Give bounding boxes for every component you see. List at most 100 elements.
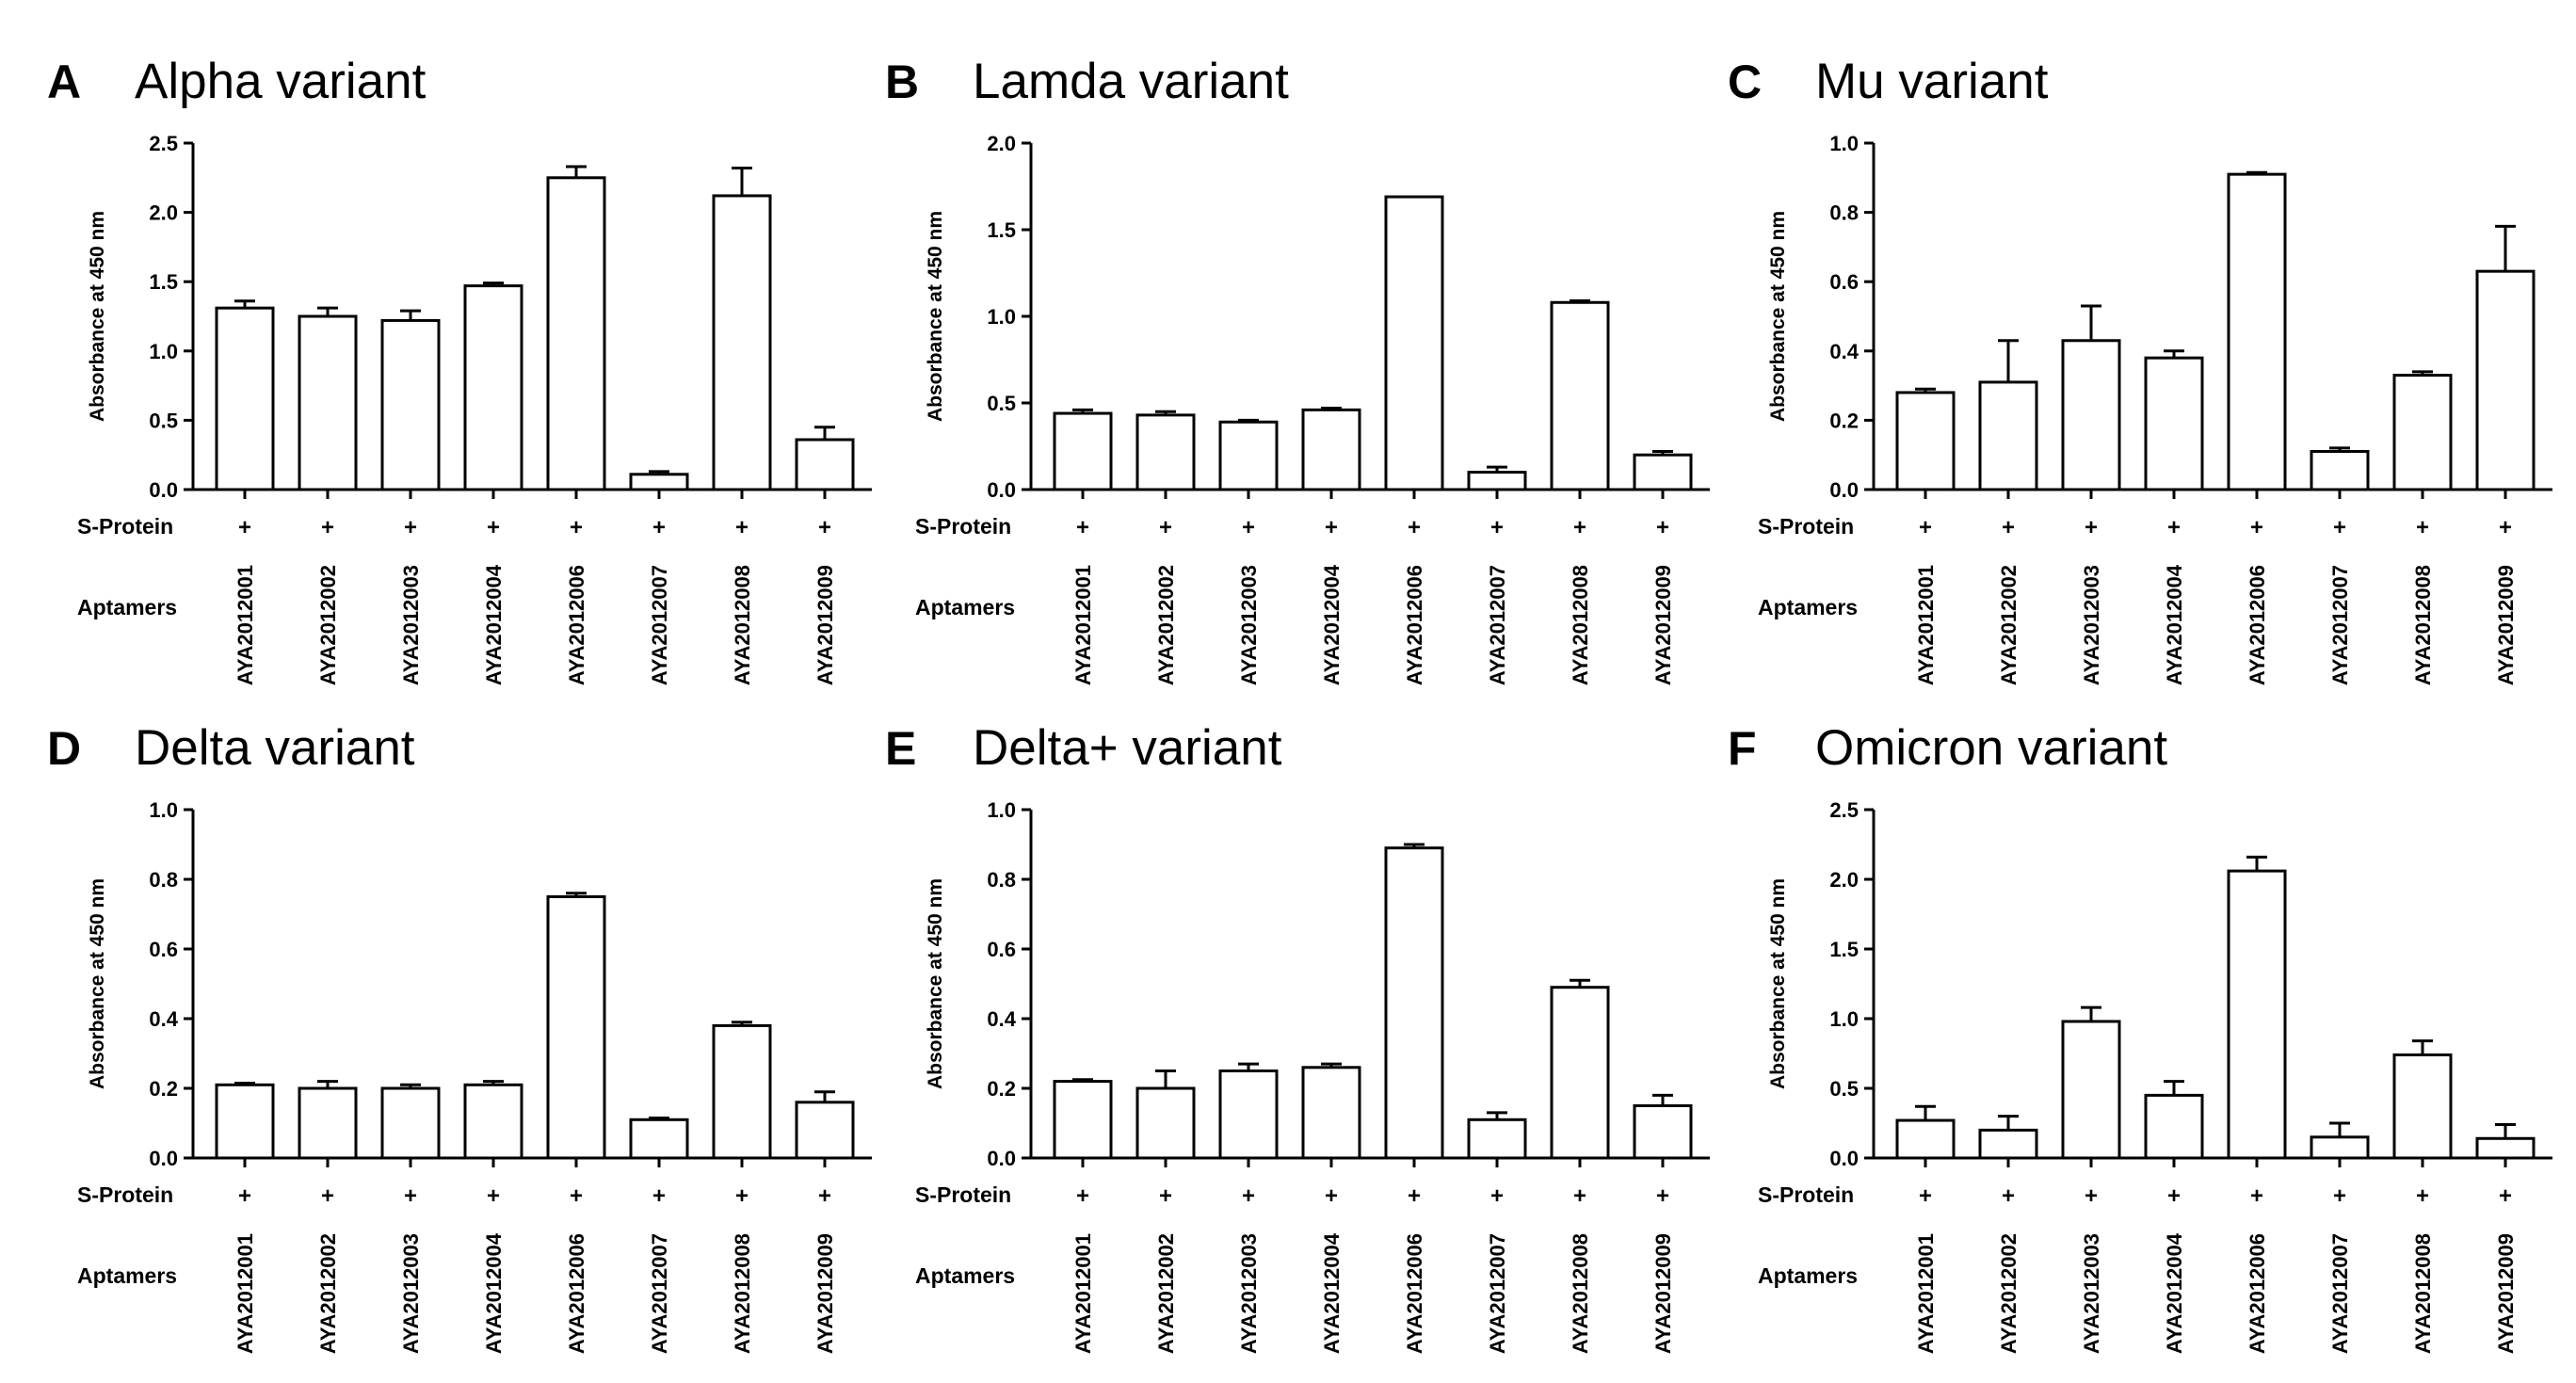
panel-title: Mu variant <box>1815 54 2049 109</box>
y-tick-label: 2.0 <box>987 132 1016 155</box>
bar-aya2012009 <box>1633 1104 1693 1160</box>
plus-sign: + <box>2416 1183 2429 1209</box>
bar-aya2012003 <box>2061 1020 2121 1160</box>
bar-aya2012004 <box>1301 1066 1361 1160</box>
panel-letter: E <box>885 722 916 775</box>
category-label: AYA2012004 <box>1320 564 1344 685</box>
category-label: AYA2012009 <box>1651 1233 1675 1354</box>
bar-aya2012008 <box>2392 374 2453 491</box>
plus-sign: + <box>1076 1183 1089 1209</box>
bar-aya2012009 <box>2475 269 2536 491</box>
panel-letter: D <box>47 722 81 775</box>
row-label-s-protein: S-Protein <box>915 1182 1011 1207</box>
y-tick-label: 1.0 <box>987 798 1016 822</box>
y-tick-label: 0.8 <box>1829 201 1859 225</box>
y-tick-label: 0.4 <box>1829 340 1859 363</box>
y-tick-label: 1.0 <box>149 798 178 822</box>
panel-letter: F <box>1728 722 1757 775</box>
plus-sign: + <box>2499 1183 2512 1209</box>
category-label: AYA2012002 <box>316 1233 340 1354</box>
category-label: AYA2012003 <box>2080 1233 2103 1354</box>
bar-aya2012002 <box>298 1086 358 1160</box>
plus-sign: + <box>1490 1183 1504 1209</box>
category-label: AYA2012001 <box>1914 1233 1938 1354</box>
bar-aya2012002 <box>1135 1086 1196 1160</box>
y-tick-label: 0.2 <box>149 1077 178 1101</box>
y-tick-label: 0.6 <box>1829 270 1859 294</box>
category-label: AYA2012001 <box>233 565 257 685</box>
y-tick-label: 0.6 <box>149 938 178 961</box>
bar-aya2012001 <box>1053 1080 1113 1160</box>
bar-aya2012002 <box>1978 1128 2038 1160</box>
y-tick-label: 0.6 <box>987 938 1016 961</box>
bar-aya2012006 <box>546 895 606 1160</box>
plus-sign: + <box>1242 515 1255 540</box>
panel-title: Alpha variant <box>135 54 427 109</box>
category-label: AYA2012001 <box>1071 1233 1095 1354</box>
plus-sign: + <box>1656 515 1669 540</box>
row-label-aptamers: Aptamers <box>1758 1263 1858 1288</box>
category-label: AYA2012006 <box>565 1233 588 1354</box>
y-tick-label: 0.4 <box>149 1007 178 1031</box>
row-label-aptamers: Aptamers <box>77 595 177 619</box>
bar-aya2012007 <box>1467 471 1527 491</box>
category-label: AYA2012003 <box>1237 1233 1261 1354</box>
panel-letter: B <box>885 56 919 108</box>
row-label-aptamers: Aptamers <box>77 1263 177 1288</box>
bar-aya2012003 <box>1218 1069 1279 1160</box>
panel-d: D Delta variant 0.0 0.2 0.4 0.6 0.8 1.0 Absorban… <box>47 720 872 1354</box>
y-tick-label: 1.0 <box>149 340 178 363</box>
category-label: AYA2012004 <box>2163 564 2186 685</box>
bar-aya2012001 <box>215 1083 275 1160</box>
bar-aya2012008 <box>712 1023 772 1160</box>
plus-sign: + <box>2250 1183 2263 1209</box>
category-label: AYA2012008 <box>1569 1233 1592 1354</box>
category-label: AYA2012007 <box>648 1233 671 1354</box>
plus-sign: + <box>2499 515 2512 540</box>
plus-sign: + <box>238 515 251 540</box>
plus-sign: + <box>1159 515 1172 540</box>
y-tick-label: 0.0 <box>987 1147 1016 1170</box>
category-label: AYA2012001 <box>1071 565 1095 685</box>
plus-sign: + <box>2333 1183 2346 1209</box>
plus-sign: + <box>321 515 334 540</box>
category-label: AYA2012006 <box>1403 565 1426 685</box>
category-label: AYA2012001 <box>1914 565 1938 685</box>
plus-sign: + <box>652 1183 666 1209</box>
y-tick-label: 0.2 <box>987 1077 1016 1101</box>
plus-sign: + <box>2333 515 2346 540</box>
plus-sign: + <box>652 515 666 540</box>
y-tick-label: 2.5 <box>1829 798 1859 822</box>
category-label: AYA2012007 <box>1486 1233 1509 1354</box>
bar-aya2012001 <box>215 306 275 491</box>
y-tick-label: 0.0 <box>149 478 178 502</box>
bar-aya2012006 <box>1384 846 1444 1160</box>
panel-title: Omicron variant <box>1815 720 2167 776</box>
bar-aya2012008 <box>712 194 772 491</box>
category-label: AYA2012004 <box>2163 1232 2186 1354</box>
category-label: AYA2012003 <box>2080 565 2103 685</box>
panel-title: Delta+ variant <box>973 720 1282 776</box>
category-label: AYA2012006 <box>2246 565 2269 685</box>
bar-aya2012008 <box>2392 1053 2453 1160</box>
row-label-s-protein: S-Protein <box>77 514 173 539</box>
y-tick-label: 0.5 <box>1829 1077 1859 1101</box>
plus-sign: + <box>2167 515 2181 540</box>
y-axis-label: Absorbance at 450 nm <box>1767 211 1789 422</box>
row-label-aptamers: Aptamers <box>915 1263 1015 1288</box>
bar-aya2012006 <box>1384 195 1444 491</box>
plus-sign: + <box>321 1183 334 1209</box>
bar-aya2012002 <box>298 314 358 491</box>
panel-letter: A <box>47 56 81 108</box>
category-label: AYA2012009 <box>1651 565 1675 685</box>
bar-aya2012001 <box>1895 391 1956 491</box>
category-label: AYA2012004 <box>482 1232 506 1354</box>
y-tick-label: 2.0 <box>149 201 178 225</box>
category-label: AYA2012001 <box>233 1233 257 1354</box>
plus-sign: + <box>2002 515 2015 540</box>
bar-aya2012007 <box>2310 1135 2370 1160</box>
bar-aya2012007 <box>629 1118 689 1160</box>
plus-sign: + <box>570 1183 583 1209</box>
y-tick-label: 0.0 <box>1829 478 1859 502</box>
bar-aya2012007 <box>1467 1118 1527 1160</box>
